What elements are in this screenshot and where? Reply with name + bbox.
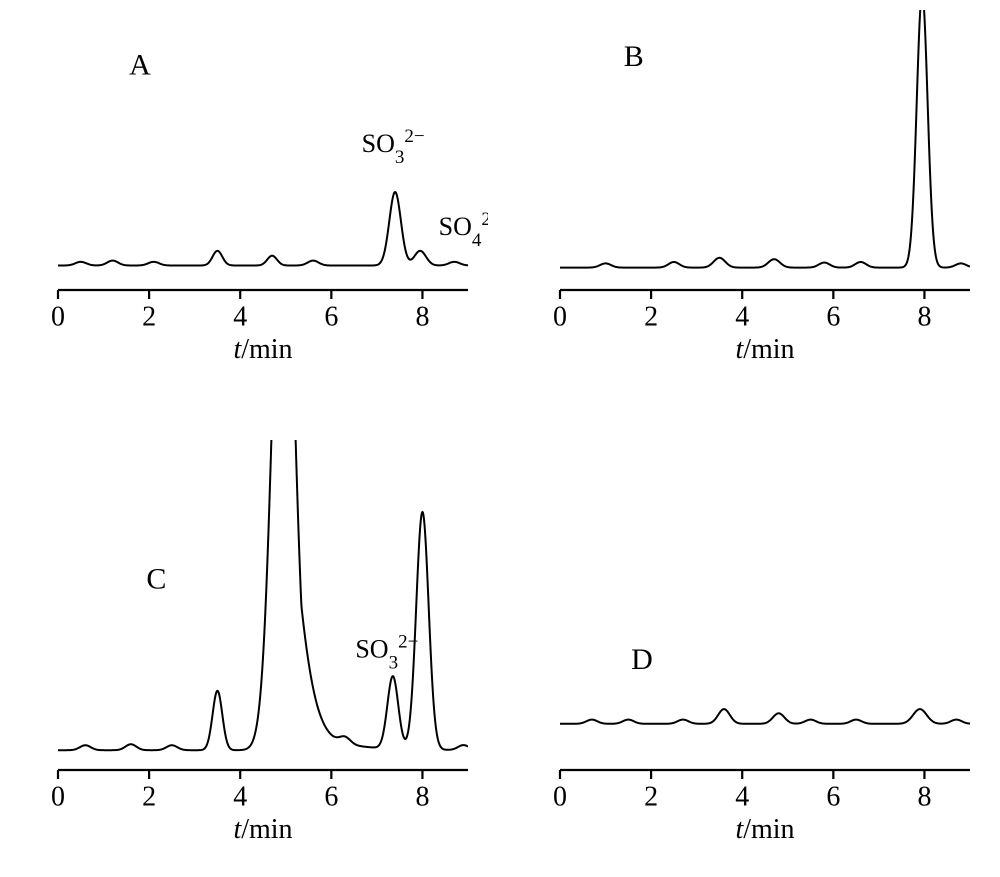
panel-a: 0 2 4 6 8 t/min A SO32− SO42− bbox=[18, 10, 488, 400]
x-tick-label: 6 bbox=[324, 302, 338, 333]
x-tick-label: 2 bbox=[142, 782, 156, 813]
x-tick-label: 0 bbox=[553, 302, 567, 333]
chromatogram-trace bbox=[560, 10, 970, 268]
panel-label: A bbox=[129, 48, 151, 81]
peak-label: SO42− bbox=[439, 208, 488, 250]
x-tick-label: 4 bbox=[233, 782, 247, 813]
x-tick-label: 4 bbox=[735, 302, 749, 333]
x-tick-label: 2 bbox=[644, 782, 658, 813]
chromatogram-trace bbox=[560, 709, 970, 724]
x-tick-label: 8 bbox=[415, 782, 429, 813]
x-axis-title: t/min bbox=[735, 814, 794, 845]
panel-d: 0 2 4 6 8 t/min D bbox=[520, 420, 990, 860]
x-tick-label: 6 bbox=[324, 782, 338, 813]
x-axis-title: t/min bbox=[735, 334, 794, 365]
peak-label: SO32− bbox=[355, 631, 418, 673]
panel-label: B bbox=[624, 40, 644, 73]
x-tick-label: 0 bbox=[553, 782, 567, 813]
panel-label: D bbox=[631, 643, 653, 676]
x-tick-label: 2 bbox=[142, 302, 156, 333]
panel-label: C bbox=[146, 563, 166, 596]
peak-label: SO32− bbox=[362, 126, 425, 168]
x-tick-label: 6 bbox=[826, 302, 840, 333]
x-tick-label: 4 bbox=[233, 302, 247, 333]
x-tick-label: 0 bbox=[51, 302, 65, 333]
panel-c: 02468t/minCSO32−SO42− bbox=[18, 420, 488, 860]
chromatogram-trace bbox=[58, 192, 468, 265]
x-tick-label: 4 bbox=[735, 782, 749, 813]
x-tick-label: 8 bbox=[917, 782, 931, 813]
chromatogram-trace bbox=[58, 420, 468, 750]
x-axis-title: t/min bbox=[233, 814, 292, 845]
panel-b: 02468t/minBSO42− bbox=[520, 10, 990, 400]
x-tick-label: 8 bbox=[415, 302, 429, 333]
x-axis-title: t/min bbox=[233, 334, 292, 365]
x-tick-label: 8 bbox=[917, 302, 931, 333]
x-tick-label: 2 bbox=[644, 302, 658, 333]
x-tick-label: 0 bbox=[51, 782, 65, 813]
x-tick-label: 6 bbox=[826, 782, 840, 813]
